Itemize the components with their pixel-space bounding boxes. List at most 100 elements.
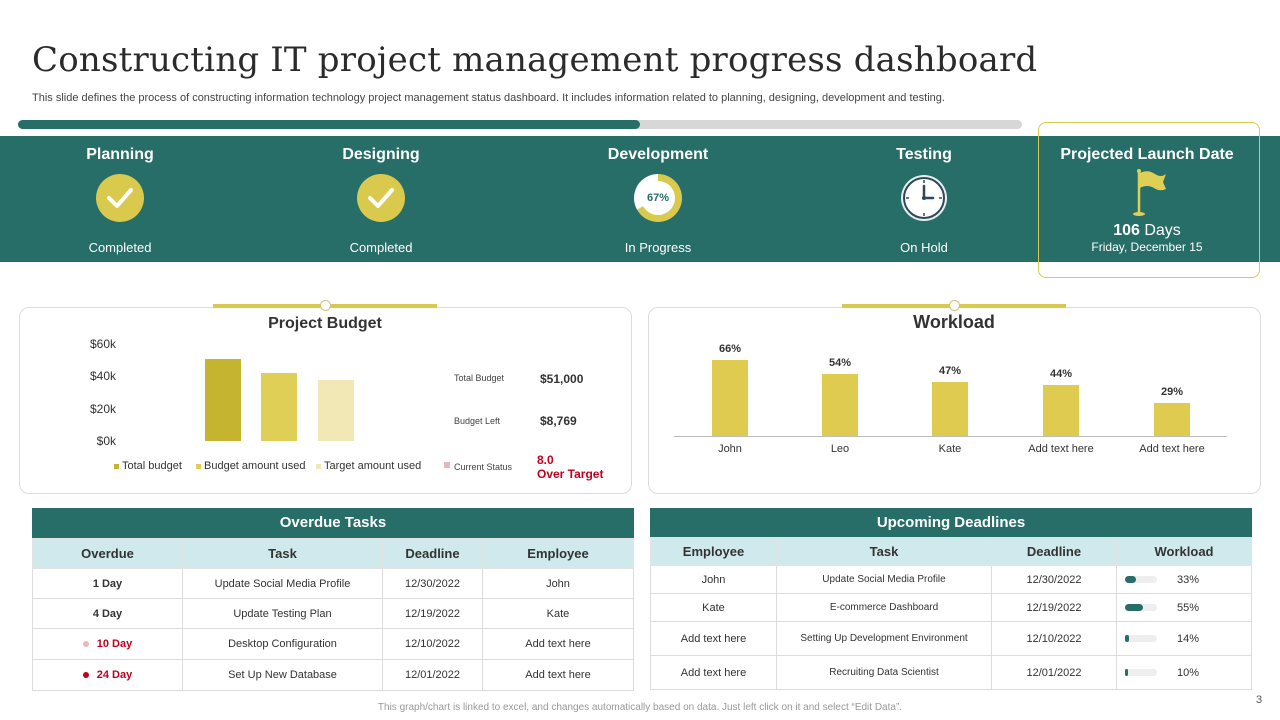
workload-category-label: Leo	[830, 443, 850, 455]
employee-cell: Add text here	[482, 659, 634, 691]
stage-status: On Hold	[900, 240, 948, 255]
budget-bar	[318, 379, 354, 441]
workload-value-label: 29%	[1160, 385, 1184, 398]
stage-status: Completed	[88, 240, 152, 255]
flag-icon	[1128, 168, 1168, 223]
column-header: Task	[182, 538, 383, 569]
footnote: This graph/chart is linked to excel, and…	[377, 702, 903, 713]
table-row: Kate E-commerce Dashboard 12/19/2022 55%	[650, 593, 1252, 622]
workload-value-label: 47%	[938, 364, 962, 377]
stage-development: Development 67% In Progress	[558, 136, 758, 262]
column-header: Deadline	[991, 537, 1117, 566]
workload-mini-fill	[1125, 635, 1130, 643]
workload-cell: 10%	[1116, 655, 1252, 690]
budget-bar	[205, 358, 241, 441]
workload-cell: 55%	[1116, 593, 1252, 622]
workload-bar	[712, 360, 748, 436]
status-dot-icon	[82, 672, 89, 679]
column-header: Employee	[650, 537, 777, 566]
overdue-cell: 4 Day	[32, 598, 183, 629]
table-row: 1 Day Update Social Media Profile 12/30/20…	[32, 568, 634, 599]
task-cell: Update Social Media Profile	[776, 565, 992, 594]
overdue-value: 1 Day	[92, 577, 123, 590]
clock-icon	[900, 174, 948, 222]
launch-panel	[1038, 122, 1260, 278]
workload-category-label: Add text here	[1028, 443, 1094, 455]
workload-mini-fill	[1125, 604, 1143, 612]
legend-target-used: Target amount used	[316, 460, 421, 472]
workload-cell: 14%	[1116, 621, 1252, 656]
current-status-value: 8.0	[537, 453, 554, 467]
workload-axis	[674, 436, 1227, 437]
status-dot-icon	[82, 641, 89, 648]
overdue-value: 24 Day	[96, 669, 133, 681]
deadline-cell: 12/30/2022	[991, 565, 1117, 594]
deadline-cell: 12/10/2022	[991, 621, 1117, 656]
launch-days-number: 106	[1113, 222, 1140, 239]
task-cell: Update Social Media Profile	[182, 568, 383, 599]
column-header: Deadline	[382, 538, 483, 569]
upcoming-deadlines-table: Upcoming Deadlines Employee Task Deadlin…	[650, 508, 1252, 690]
stage-title: Planning	[86, 146, 154, 163]
workload-mini-fill	[1125, 576, 1136, 584]
workload-bar	[932, 381, 968, 436]
workload-cell: 33%	[1116, 565, 1252, 594]
legend-label: Total budget	[122, 460, 182, 472]
workload-bar	[822, 373, 858, 436]
launch-days: 106 Days	[1038, 222, 1256, 240]
deadline-cell: 12/10/2022	[382, 628, 483, 660]
card-decoration	[213, 300, 437, 311]
overdue-tasks-title: Overdue Tasks	[32, 508, 634, 538]
overdue-value: 4 Day	[92, 607, 123, 620]
employee-cell: Kate	[482, 598, 634, 629]
workload-category-label: John	[718, 443, 742, 455]
workload-category-label: Kate	[938, 443, 962, 455]
check-icon	[357, 174, 405, 222]
task-cell: Update Testing Plan	[182, 598, 383, 629]
workload-category-label: Add text here	[1139, 443, 1205, 455]
workload-value: 33%	[1177, 573, 1200, 586]
column-header: Task	[776, 537, 992, 566]
legend-label: Target amount used	[324, 460, 422, 472]
column-header: Overdue	[32, 538, 183, 569]
employee-cell: Add text here	[650, 655, 777, 690]
overdue-tasks-table: Overdue Tasks Overdue Task Deadline Empl…	[32, 508, 634, 691]
card-decoration	[842, 300, 1066, 311]
workload-value: 55%	[1177, 601, 1200, 614]
y-tick-label: $60k	[89, 337, 116, 351]
overdue-cell: 24 Day	[32, 659, 183, 691]
column-header: Employee	[482, 538, 634, 569]
table-row: Add text here Setting Up Development Envi…	[650, 621, 1252, 656]
workload-value-label: 66%	[718, 343, 742, 356]
stage-status: Completed	[349, 240, 413, 255]
status-marker	[444, 462, 450, 468]
employee-cell: Kate	[650, 593, 777, 622]
current-status-note: Over Target	[537, 467, 604, 481]
launch-date: Friday, December 15	[1091, 240, 1203, 254]
y-tick-label: $0k	[96, 434, 116, 448]
table-row: 24 Day Set Up New Database 12/01/2022 Add t…	[32, 659, 634, 691]
launch-title: Projected Launch Date	[1060, 146, 1234, 163]
overdue-value: 10 Day	[96, 638, 133, 650]
deadline-cell: 12/19/2022	[991, 593, 1117, 622]
stage-title: Designing	[342, 146, 420, 163]
page-number: 3	[1256, 694, 1263, 706]
legend-total-budget: Total budget	[114, 460, 182, 472]
page-title: Constructing IT project management progr…	[32, 40, 1038, 80]
workload-mini-bar	[1125, 635, 1157, 643]
task-cell: Desktop Configuration	[182, 628, 383, 660]
stage-title: Testing	[896, 146, 952, 163]
y-tick-label: $40k	[89, 369, 116, 384]
overall-progress-bar	[18, 120, 1022, 129]
overdue-cell: 10 Day	[32, 628, 183, 660]
deadline-cell: 12/01/2022	[991, 655, 1117, 690]
table-row: 10 Day Desktop Configuration 12/10/2022 Add…	[32, 628, 634, 660]
employee-cell: Add text here	[482, 628, 634, 660]
column-header: Workload	[1116, 537, 1252, 566]
current-status-label: Current Status	[454, 462, 513, 472]
workload-value: 10%	[1177, 666, 1200, 679]
y-tick-label: $20k	[89, 401, 116, 416]
legend-budget-used: Budget amount used	[196, 460, 306, 472]
workload-mini-bar	[1125, 576, 1157, 584]
overdue-cell: 1 Day	[32, 568, 183, 599]
